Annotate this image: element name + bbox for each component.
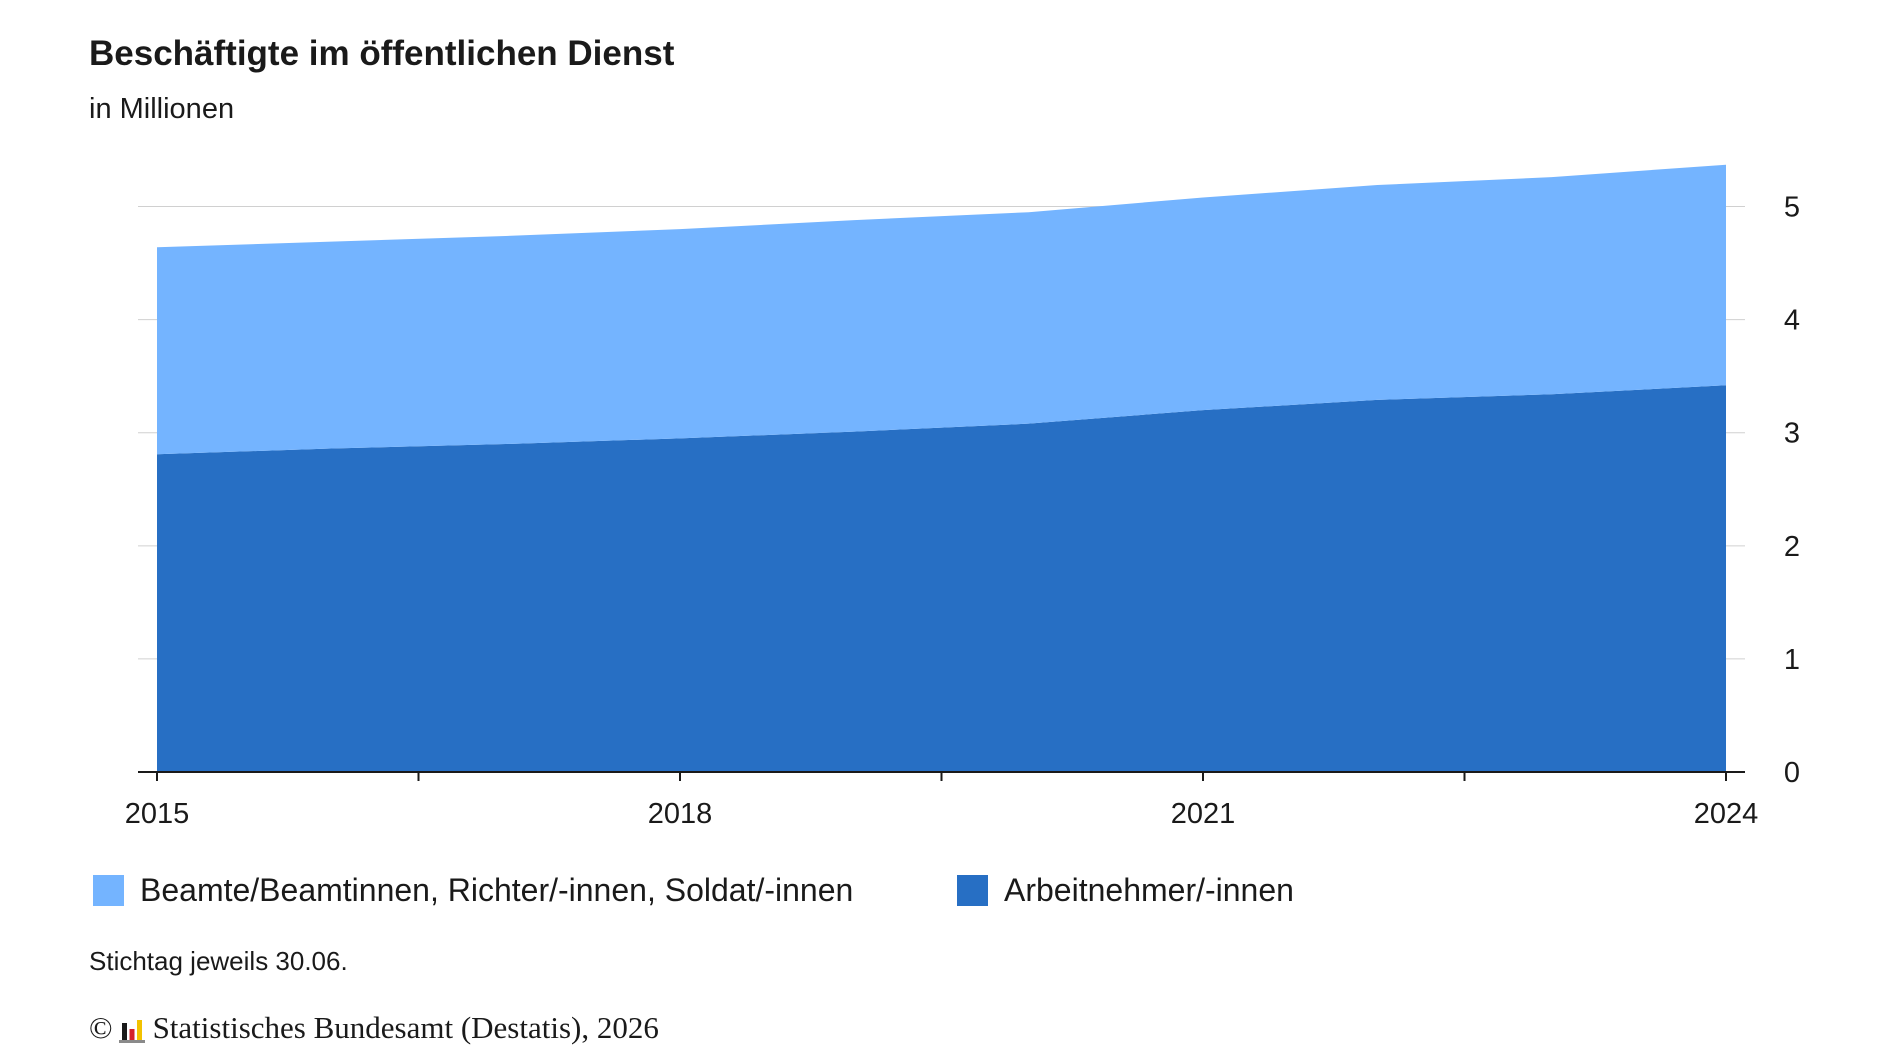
legend-item-beamte[interactable]: Beamte/Beamtinnen, Richter/-innen, Solda… <box>93 867 853 913</box>
legend-item-arbeitnehmer[interactable]: Arbeitnehmer/-innen <box>957 867 1294 913</box>
area-chart: 0 1 2 3 4 5 2015 2018 2021 2024 <box>125 164 1800 830</box>
legend-swatch-arbeitnehmer <box>957 874 988 906</box>
legend-label-arbeitnehmer: Arbeitnehmer/-innen <box>1004 871 1294 908</box>
y-tick-label-0: 0 <box>1784 757 1800 789</box>
data-areas <box>157 164 1726 772</box>
chart-note: Stichtag jeweils 30.06. <box>89 946 348 976</box>
area-series-arbeitnehmer <box>157 385 1726 772</box>
chart-title: Beschäftigte im öffentlichen Dienst <box>89 34 675 73</box>
x-tick-label-2018: 2018 <box>648 798 713 830</box>
chart-legend: Beamte/Beamtinnen, Richter/-innen, Solda… <box>0 867 1880 913</box>
y-tick-label-1: 1 <box>1784 644 1800 676</box>
axes: 0 1 2 3 4 5 2015 2018 2021 2024 <box>125 192 1800 830</box>
source-footer: © Statistisches Bundesamt (Destatis), 20… <box>89 1010 659 1046</box>
source-text: Statistisches Bundesamt (Destatis), 2026 <box>152 1010 659 1045</box>
y-tick-label-2: 2 <box>1784 531 1800 563</box>
x-tick-label-2015: 2015 <box>125 798 190 830</box>
y-tick-label-4: 4 <box>1784 305 1800 337</box>
x-tick-label-2021: 2021 <box>1171 798 1236 830</box>
chart-subtitle: in Millionen <box>89 93 235 125</box>
legend-swatch-beamte <box>93 874 124 906</box>
legend-label-beamte: Beamte/Beamtinnen, Richter/-innen, Solda… <box>140 871 854 908</box>
destatis-logo-icon <box>118 1020 145 1043</box>
y-tick-label-5: 5 <box>1784 192 1800 224</box>
x-tick-label-2024: 2024 <box>1694 798 1759 830</box>
area-series-beamte <box>157 164 1726 455</box>
copyright-symbol: © <box>89 1010 113 1045</box>
y-tick-label-3: 3 <box>1784 418 1800 450</box>
